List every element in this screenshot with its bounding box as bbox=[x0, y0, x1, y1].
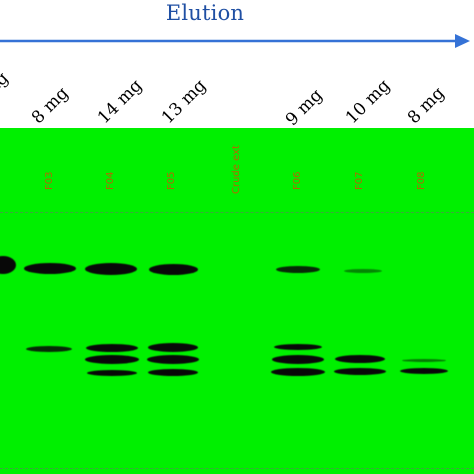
mass-label-cut: 8 mg bbox=[0, 68, 13, 113]
band-f05-lower-1 bbox=[148, 343, 198, 352]
band-f04-upper bbox=[85, 263, 137, 275]
mass-label-f07: 10 mg bbox=[341, 75, 395, 128]
band-f03-upper bbox=[24, 263, 76, 274]
band-f06-upper bbox=[276, 266, 320, 273]
lane-label-f06: F06 bbox=[292, 171, 303, 190]
band-f07-lower-1 bbox=[335, 355, 385, 363]
origin-line bbox=[0, 212, 474, 213]
band-f05-upper bbox=[149, 264, 198, 275]
band-f07-upper bbox=[344, 269, 382, 273]
band-f06-lower-3 bbox=[271, 368, 325, 376]
band-f08-lower-1 bbox=[402, 359, 446, 362]
band-f04-lower-2 bbox=[85, 355, 139, 364]
band-f04-lower-1 bbox=[86, 344, 138, 352]
band-f08-lower-2 bbox=[400, 368, 448, 374]
mass-label-f04: 14 mg bbox=[93, 75, 147, 128]
mass-label-f05: 13 mg bbox=[157, 75, 211, 128]
tlc-plate: F03 F04 F05 Crude ext F06 F07 F08 bbox=[0, 128, 474, 474]
lane-label-f07: F07 bbox=[354, 171, 365, 190]
band-f05-lower-2 bbox=[147, 355, 199, 364]
mass-label-f08: 8 mg bbox=[403, 83, 449, 128]
elution-title: Elution bbox=[165, 1, 245, 25]
band-f07-lower-2 bbox=[334, 368, 386, 375]
lane-label-f03: F03 bbox=[44, 171, 55, 190]
elution-arrow bbox=[0, 34, 470, 48]
band-f03-lower bbox=[26, 346, 72, 352]
lane-label-f04: F04 bbox=[105, 171, 116, 190]
band-f05-lower-3 bbox=[148, 369, 198, 376]
band-cut-lane-upper bbox=[0, 256, 16, 274]
mass-label-f06: 9 mg bbox=[281, 85, 327, 130]
lane-label-crude-extract: Crude ext bbox=[231, 145, 242, 194]
mass-label-f03: 8 mg bbox=[27, 83, 73, 128]
band-f06-lower-2 bbox=[272, 355, 324, 364]
lane-label-f05: F05 bbox=[166, 171, 177, 190]
solvent-front-line bbox=[0, 468, 474, 469]
band-f06-lower-1 bbox=[274, 344, 322, 350]
figure-header: Elution 8 mg 8 mg 14 mg 13 mg 9 mg 10 mg… bbox=[0, 0, 474, 130]
lane-label-f08: F08 bbox=[416, 171, 427, 190]
band-f04-lower-3 bbox=[87, 370, 137, 376]
